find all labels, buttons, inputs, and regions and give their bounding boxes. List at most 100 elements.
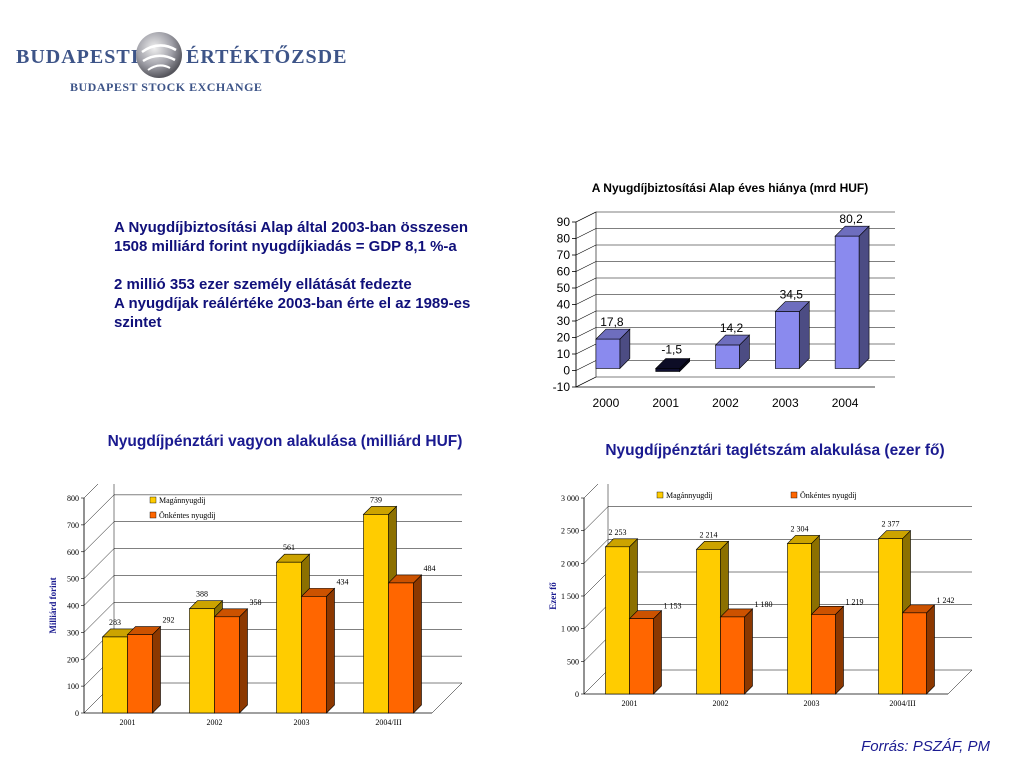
chart2-ytick-label: 800 [67, 494, 79, 503]
chart3-gridline-side [583, 604, 609, 629]
intro-text: A Nyugdíjbiztosítási Alap által 2003-ban… [114, 218, 504, 332]
chart1-ytick-label: 10 [557, 347, 571, 361]
chart1-ytick-label: 90 [557, 215, 571, 229]
chart1-value-label: 17,8 [600, 315, 624, 329]
chart1-xtick-label: 2001 [652, 396, 679, 410]
chart1-xtick-label: 2004 [832, 396, 859, 410]
chart2-ytick-label: 300 [67, 628, 79, 637]
chart3-gridline-side [583, 506, 609, 531]
chart2-y-axis-title: Milliárd forint [48, 577, 58, 633]
chart3-value-label: 2 304 [791, 524, 809, 533]
chart2-value-label: 283 [109, 618, 121, 627]
chart1-gridline-side [575, 327, 597, 338]
chart1-title: A Nyugdíjbiztosítási Alap éves hiánya (m… [591, 181, 869, 195]
chart3-floor-edge [947, 669, 973, 695]
intro-paragraph-1: A Nyugdíjbiztosítási Alap által 2003-ban… [114, 219, 468, 255]
chart2-xtick-label: 2003 [294, 718, 310, 727]
chart2-legend-swatch [149, 496, 157, 504]
chart2-title: Nyugdíjpénztári vagyon alakulása (milliá… [107, 433, 463, 450]
chart2-value-label: 561 [283, 543, 295, 552]
chart3-value-label: 1 180 [755, 600, 773, 609]
chart3-legend-swatch [656, 491, 664, 499]
chart3-bar-voluntary [810, 605, 845, 695]
chart3-legend-label: Magánnyugdíj [666, 491, 713, 500]
chart1-gridline-side [575, 310, 597, 322]
chart1-ytick-label: 20 [557, 331, 571, 345]
chart1-bar [774, 300, 810, 370]
chart3-gridline-side [583, 571, 609, 597]
chart1-xtick-label: 2002 [712, 396, 739, 410]
chart3-ytick-label: 3 000 [561, 494, 579, 503]
chart3-ytick-label: 1 500 [561, 592, 579, 601]
chart2-ytick-label: 0 [75, 709, 79, 718]
chart2-bar-voluntary [213, 608, 249, 714]
chart3-gridline-side [583, 539, 609, 564]
chart2-gridline-side [83, 548, 115, 579]
chart3-ytick-label: 0 [575, 690, 579, 699]
chart3-xtick-label: 2001 [622, 699, 638, 708]
chart2-value-label: 484 [424, 564, 436, 573]
chart1-ytick-label: 70 [557, 248, 571, 262]
chart2-gridline-side [83, 494, 115, 526]
chart1-value-label: 14,2 [720, 321, 744, 335]
chart3-legend-label: Önkéntes nyugdíj [800, 491, 857, 500]
source-note: Forrás: PSZÁF, PM [861, 738, 990, 755]
chart1-ytick-label: 50 [557, 281, 571, 295]
chart2-xtick-label: 2001 [120, 718, 136, 727]
chart2-bar-voluntary [300, 587, 336, 714]
globe-icon [136, 32, 182, 78]
chart2-value-label: 739 [370, 495, 382, 504]
chart3-xtick-label: 2003 [804, 699, 820, 708]
chart2-value-label: 434 [337, 577, 349, 586]
chart3-gridline-side [583, 484, 599, 499]
chart2-bar-voluntary [126, 625, 162, 714]
logo-right-word: ÉRTÉKTŐZSDE [186, 46, 348, 68]
chart1-ytick-label: 60 [557, 265, 571, 279]
pension-fund-assets-chart: 0 100 200 300 400 500 600 700 800 Milliárd forint… [48, 484, 463, 727]
chart3-ytick-label: 2 000 [561, 559, 579, 568]
chart3-value-label: 1 153 [664, 602, 682, 611]
chart1-gridline-side [575, 277, 597, 289]
chart1-gridline-side [575, 228, 597, 239]
chart1-bar [834, 225, 870, 370]
chart1-gridline-side [575, 360, 597, 371]
chart3-ytick-label: 500 [567, 657, 579, 666]
chart3-title: Nyugdíjpénztári taglétszám alakulása (ez… [605, 442, 945, 459]
chart2-gridline-side [83, 602, 115, 633]
chart3-value-label: 2 377 [882, 520, 900, 529]
chart2-gridline-side [83, 484, 99, 499]
chart1-xtick-label: 2003 [772, 396, 799, 410]
chart3-value-label: 1 242 [937, 596, 955, 605]
chart1-ytick-label: 40 [557, 298, 571, 312]
chart2-ytick-label: 600 [67, 548, 79, 557]
chart2-ytick-label: 400 [67, 602, 79, 611]
chart3-ytick-label: 2 500 [561, 527, 579, 536]
chart1-gridline-side [575, 261, 597, 272]
chart1-bar [595, 328, 631, 370]
chart2-value-label: 388 [196, 590, 208, 599]
chart2-ytick-label: 700 [67, 521, 79, 530]
chart2-gridline-side [83, 575, 115, 606]
chart3-legend-swatch [790, 491, 798, 499]
chart1-gridline-side [575, 343, 597, 355]
chart3-ytick-label: 1 000 [561, 625, 579, 634]
chart1-gridline-side [575, 211, 597, 223]
intro-line-coverage: 2 millió 353 ezer személy ellátását fede… [114, 276, 412, 293]
chart2-floor-edge [431, 682, 463, 714]
chart2-legend-label: Önkéntes nyugdíj [159, 511, 216, 520]
chart2-bar-voluntary [387, 574, 423, 714]
chart3-value-label: 2 214 [700, 530, 718, 539]
chart3-bar-voluntary [901, 604, 936, 695]
chart2-ytick-label: 500 [67, 575, 79, 584]
chart3-xtick-label: 2002 [713, 699, 729, 708]
chart3-gridline-side [583, 669, 609, 695]
chart1-ytick-label: -10 [553, 380, 571, 394]
chart1-value-label: -1,5 [661, 343, 682, 357]
intro-paragraph-2: 2 millió 353 ezer személy ellátását fede… [114, 275, 504, 332]
chart2-gridline-side [83, 521, 115, 552]
chart1-ytick-label: 0 [563, 364, 570, 378]
chart3-value-label: 2 253 [609, 528, 627, 537]
chart1-gridline-side [575, 294, 597, 305]
chart2-value-label: 358 [250, 598, 262, 607]
chart3-xtick-label: 2004/III [889, 699, 916, 708]
